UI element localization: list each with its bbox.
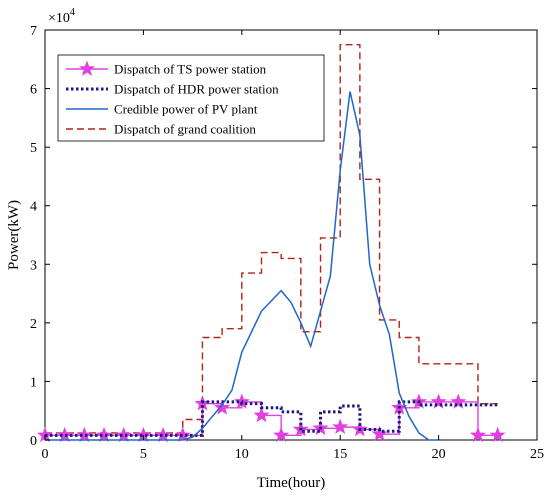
- y-tick-label: 6: [30, 83, 37, 98]
- y-tick-label: 0: [30, 434, 37, 449]
- x-tick-label: 20: [432, 447, 446, 462]
- x-tick-label: 0: [42, 447, 49, 462]
- series-point-star: [115, 426, 132, 443]
- series-point-star: [155, 426, 172, 443]
- x-tick-label: 15: [333, 447, 347, 462]
- y-tick-label: 7: [30, 24, 37, 39]
- series-point-star: [469, 426, 486, 443]
- y-tick-label: 4: [30, 200, 37, 215]
- series-point-star: [273, 426, 290, 443]
- series-layer: [36, 43, 506, 443]
- legend-label: Dispatch of grand coalition: [114, 122, 256, 137]
- legend: Dispatch of TS power station Dispatch of …: [57, 54, 325, 142]
- y-tick-label: 2: [30, 317, 37, 332]
- series-line-2: [45, 91, 439, 441]
- series-point-star: [214, 399, 231, 415]
- x-axis-title: Time(hour): [257, 475, 326, 491]
- axes-layer: 0 5 10 15 20 25 0 1 2 3 4 5 6 7: [30, 24, 544, 462]
- y-multiplier: ×104: [48, 7, 75, 26]
- series-point-star: [450, 393, 467, 409]
- y-tick-label: 1: [30, 375, 37, 390]
- series-point-star: [489, 426, 506, 443]
- series-line-1: [45, 400, 498, 437]
- series-point-star: [76, 426, 93, 443]
- series-point-star: [332, 418, 349, 434]
- series-point-star: [174, 426, 191, 443]
- series-point-star: [430, 393, 447, 409]
- series-point-star: [56, 426, 73, 443]
- series-point-star: [96, 426, 113, 443]
- series-point-star: [253, 406, 270, 423]
- y-tick-label: 5: [30, 141, 37, 156]
- y-tick-label: 3: [30, 258, 37, 273]
- x-tick-label: 10: [235, 447, 249, 462]
- legend-marker-star: [78, 60, 96, 76]
- legend-entries: Dispatch of TS power station Dispatch of …: [66, 60, 279, 137]
- y-axis-title: Power(kW): [6, 200, 22, 270]
- x-tick-label: 5: [140, 447, 147, 462]
- legend-label: Dispatch of TS power station: [114, 62, 267, 77]
- x-tick-label: 25: [530, 447, 544, 462]
- legend-label: Credible power of PV plant: [114, 102, 258, 117]
- series-point-star: [371, 425, 388, 441]
- legend-label: Dispatch of HDR power station: [114, 82, 279, 97]
